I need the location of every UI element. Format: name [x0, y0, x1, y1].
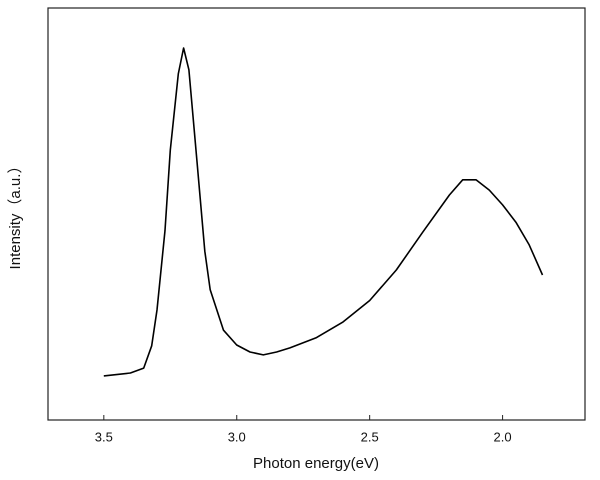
- spectrum-line: [103, 47, 544, 377]
- x-tick-label: 3.5: [95, 429, 113, 444]
- x-tick-label: 3.0: [228, 429, 246, 444]
- x-axis-title: Photon energy(eV): [253, 455, 379, 472]
- plot-frame: [47, 7, 586, 421]
- x-tick-label: 2.5: [361, 429, 379, 444]
- y-axis-title: Intensity（a.u.）: [7, 159, 24, 270]
- x-tick-label: 2.0: [494, 429, 512, 444]
